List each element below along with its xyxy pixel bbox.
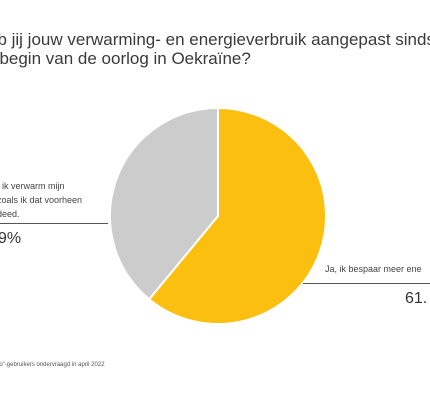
- chart-title-line-1: eb jij jouw verwarming- en energieverbru…: [0, 30, 430, 49]
- pie-slice-nee-zoals-voorheen: [109, 106, 219, 301]
- slice-label-right: Ja, ik bespaar meer ene: [325, 264, 422, 274]
- slice-label-left-line-3: deed.: [0, 209, 20, 219]
- leader-line-left: [0, 223, 108, 224]
- leader-line-right: [303, 283, 430, 284]
- slice-value-left: 9%: [0, 230, 22, 247]
- chart-title-line-2: t begin van de oorlog in Oekraïne?: [0, 49, 251, 68]
- slice-value-right: 61.: [405, 290, 428, 307]
- footnote: do"-gebruikers ondervraagd in april 2022: [0, 362, 105, 368]
- pie-slice-ja-besparen: [147, 106, 327, 325]
- slice-label-left-line-1: , ik verwarm mijn: [0, 181, 65, 191]
- slice-label-left-line-2: zoals ik dat voorheen: [0, 195, 83, 205]
